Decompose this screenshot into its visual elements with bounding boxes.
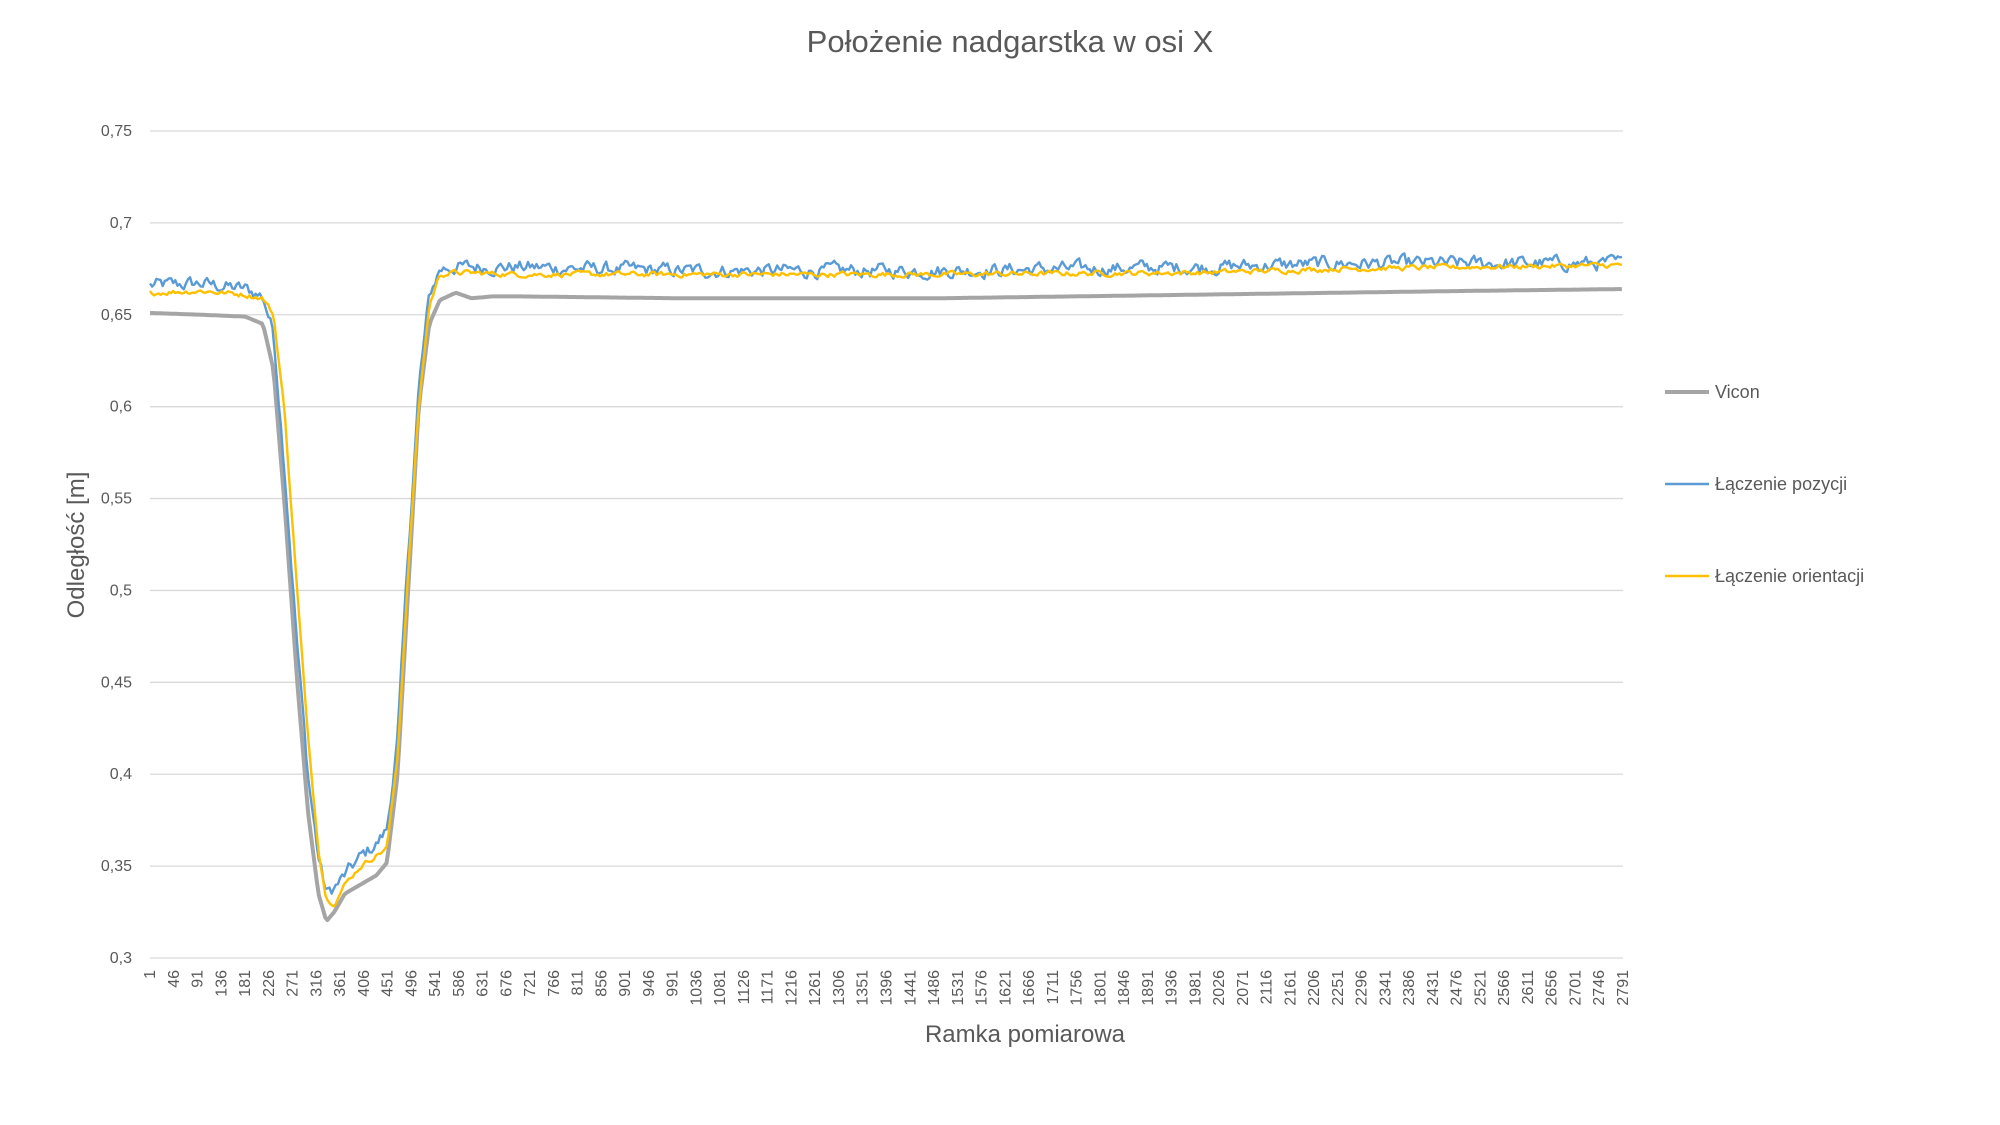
x-tick-label: 1801 [1092,970,1109,1006]
y-tick-label: 0,55 [101,491,132,508]
x-tick-label: 1486 [926,970,943,1006]
x-tick-label: 1621 [997,970,1014,1006]
x-tick-label: 2071 [1235,970,1252,1006]
x-tick-label: 2701 [1567,970,1584,1006]
x-tick-label: 1441 [902,970,919,1006]
x-tick-label: 2251 [1330,970,1347,1006]
x-tick-label: 1126 [736,970,753,1005]
x-tick-label: 1306 [831,970,848,1006]
x-tick-label: 1576 [974,970,991,1006]
y-tick-label: 0,4 [110,766,132,783]
y-tick-label: 0,7 [110,215,132,232]
x-tick-label: 2161 [1282,970,1299,1006]
x-tick-label: 586 [451,970,468,997]
x-tick-label: 766 [546,970,563,997]
x-tick-label: 2296 [1354,970,1371,1006]
x-tick-label: 856 [593,970,610,997]
y-tick-label: 0,75 [101,123,132,140]
x-tick-label: 1666 [1021,970,1038,1006]
x-tick-label: 1396 [879,970,896,1006]
x-tick-label: 2206 [1306,970,1323,1006]
x-tick-label: 496 [403,970,420,997]
x-tick-label: 2791 [1615,970,1632,1006]
legend-label: Łączenie pozycji [1715,474,1847,494]
x-tick-label: 991 [665,970,682,997]
series-line-vicon [149,287,1622,922]
x-tick-label: 676 [498,970,515,997]
x-axis-ticks: 1 46 91 136 181 226 271 316 361 406 451 496 541 586 63… [142,970,1632,1006]
x-tick-label: 271 [285,970,302,997]
x-tick-label: 2431 [1425,970,1442,1006]
x-tick-label: 721 [522,970,539,997]
x-tick-label: 1531 [950,970,967,1006]
x-tick-label: 1711 [1045,970,1062,1005]
x-tick-label: 406 [356,970,373,997]
y-tick-label: 0,65 [101,307,132,324]
legend: Vicon Łączenie pozycji Łączenie orientacji [1665,382,1864,586]
x-tick-label: 1171 [760,970,777,1005]
x-tick-label: 1081 [712,970,729,1006]
x-tick-label: 1261 [807,970,824,1006]
x-tick-label: 1891 [1140,970,1157,1006]
y-axis-ticks: 0,3 0,35 0,4 0,45 0,5 0,55 0,6 0,65 0,7 0,75 [101,123,132,967]
x-tick-label: 2386 [1401,970,1418,1006]
x-tick-label: 2341 [1377,970,1394,1006]
x-tick-label: 2611 [1520,970,1537,1005]
y-tick-label: 0,3 [110,950,132,967]
x-tick-label: 541 [427,970,444,997]
x-tick-label: 226 [261,970,278,997]
series-line--a-czenie-pozycji [149,252,1623,895]
x-tick-label: 1981 [1187,970,1204,1006]
x-tick-label: 2116 [1259,970,1276,1005]
x-axis-title: Ramka pomiarowa [925,1021,1126,1048]
y-axis-title: Odległość [m] [63,472,90,619]
series-line--a-czenie-orientacji [149,261,1623,908]
x-tick-label: 1036 [688,970,705,1006]
x-tick-label: 1 [142,970,159,979]
x-tick-label: 2476 [1449,970,1466,1006]
x-tick-label: 901 [617,970,634,997]
x-tick-label: 1216 [783,970,800,1006]
x-tick-label: 451 [380,970,397,997]
legend-label: Vicon [1715,382,1760,402]
y-tick-label: 0,45 [101,674,132,691]
x-tick-label: 811 [570,970,587,996]
x-tick-label: 1846 [1116,970,1133,1006]
x-tick-label: 181 [237,970,254,997]
x-tick-label: 946 [641,970,658,997]
x-tick-label: 316 [308,970,325,997]
y-tick-label: 0,6 [110,399,132,416]
x-tick-label: 361 [332,970,349,997]
y-tick-label: 0,35 [101,858,132,875]
y-tick-label: 0,5 [110,582,132,599]
x-tick-label: 1351 [855,970,872,1006]
chart-title: Położenie nadgarstka w osi X [807,24,1214,59]
x-tick-label: 136 [213,970,230,997]
x-tick-label: 91 [190,970,207,988]
x-tick-label: 2566 [1496,970,1513,1006]
x-tick-label: 2656 [1544,970,1561,1006]
x-tick-label: 2026 [1211,970,1228,1006]
x-tick-label: 631 [475,970,492,997]
x-tick-label: 1756 [1069,970,1086,1006]
x-tick-label: 1936 [1164,970,1181,1006]
x-tick-label: 2746 [1591,970,1608,1006]
legend-label: Łączenie orientacji [1715,566,1864,586]
x-tick-label: 46 [166,970,183,988]
series-lines [149,252,1623,922]
x-tick-label: 2521 [1472,970,1489,1006]
